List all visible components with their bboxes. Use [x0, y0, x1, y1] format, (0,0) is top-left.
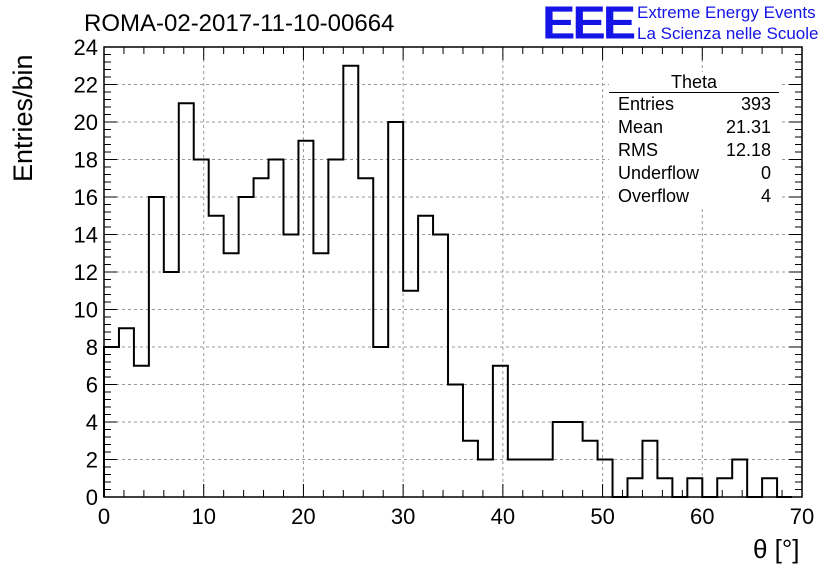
stats-row-entries: Entries 393 — [609, 93, 779, 116]
histogram-bin — [628, 478, 643, 497]
y-tick-label: 6 — [86, 373, 98, 398]
histogram-bin — [732, 460, 747, 498]
axis-ticks — [103, 46, 803, 498]
histogram-bin — [298, 141, 313, 497]
y-tick-label: 8 — [86, 335, 98, 360]
x-tick-label: 70 — [790, 504, 814, 529]
stats-title: Theta — [609, 72, 779, 93]
y-tick-label: 16 — [74, 185, 98, 210]
stats-row-rms: RMS 12.18 — [609, 139, 779, 162]
histogram-bin — [538, 460, 553, 498]
histogram-bin — [568, 422, 583, 497]
histogram-bin — [119, 328, 134, 497]
histogram-bin — [418, 216, 433, 497]
stats-label: Underflow — [618, 163, 700, 183]
stats-value: 21.31 — [725, 117, 771, 137]
histogram-bin — [269, 160, 284, 498]
y-tick-label: 10 — [74, 298, 98, 323]
histogram-bin — [478, 460, 493, 498]
y-tick-label: 24 — [74, 35, 98, 60]
histogram-bin — [224, 253, 239, 497]
x-tick-label: 40 — [491, 504, 515, 529]
x-tick-label: 50 — [590, 504, 614, 529]
histogram-bin — [493, 366, 508, 497]
histogram-bin — [239, 197, 254, 497]
histogram-bin — [553, 422, 568, 497]
histogram-bin — [149, 197, 164, 497]
histogram-bin — [657, 478, 672, 497]
y-tick-label: 12 — [74, 260, 98, 285]
y-tick-label: 2 — [86, 448, 98, 473]
histogram-bin — [358, 178, 373, 497]
x-tick-label: 20 — [291, 504, 315, 529]
histogram-bin — [194, 160, 209, 498]
histogram-bin — [343, 66, 358, 497]
logo-line-1: Extreme Energy Events — [637, 3, 816, 22]
histogram-bin — [762, 478, 777, 497]
stats-label: Mean — [618, 117, 664, 137]
x-tick-label: 30 — [391, 504, 415, 529]
y-tick-label: 4 — [86, 410, 98, 435]
x-tick-label: 0 — [98, 504, 110, 529]
histogram-bin — [433, 235, 448, 498]
histogram-bin — [283, 235, 298, 498]
histogram-bin — [179, 103, 194, 497]
stats-row-overflow: Overflow 4 — [609, 185, 779, 208]
run-title: ROMA-02-2017-11-10-00664 — [84, 10, 395, 37]
histogram-bin — [523, 460, 538, 498]
histogram-bin — [328, 160, 343, 498]
x-tick-label: 60 — [690, 504, 714, 529]
y-tick-label: 18 — [74, 148, 98, 173]
histogram-bin — [254, 178, 269, 497]
histogram-bin — [508, 460, 523, 498]
x-tick-label: 10 — [191, 504, 215, 529]
stats-value: 0 — [760, 163, 771, 183]
stats-value: 12.18 — [725, 140, 771, 160]
histogram-bin — [687, 478, 702, 497]
stats-label: Entries — [618, 94, 675, 114]
histogram-bin — [313, 253, 328, 497]
histogram-bin — [164, 272, 179, 497]
histogram-bin — [134, 366, 149, 497]
y-axis-label: Entries/bin — [8, 54, 38, 182]
stats-label: RMS — [618, 140, 658, 160]
stats-label: Overflow — [618, 186, 690, 206]
logo-line-2: La Scienza nelle Scuole — [637, 24, 819, 43]
histogram-bin — [388, 122, 403, 497]
stats-value: 393 — [740, 94, 771, 114]
stats-box: Theta Entries 393 Mean 21.31 RMS 12.18 U… — [609, 72, 779, 208]
histogram-bin — [373, 347, 388, 497]
histogram-bin — [717, 478, 732, 497]
y-tick-label: 22 — [74, 73, 98, 98]
stats-row-mean: Mean 21.31 — [609, 116, 779, 139]
y-tick-label: 20 — [74, 110, 98, 135]
histogram-bin — [209, 216, 224, 497]
y-tick-label: 0 — [86, 485, 98, 510]
histogram-bin — [583, 441, 598, 497]
eee-logo: EEE — [542, 0, 636, 49]
histogram-bin — [403, 291, 418, 497]
histogram-bin — [642, 441, 657, 497]
stats-row-underflow: Underflow 0 — [609, 162, 779, 185]
stats-value: 4 — [760, 186, 771, 206]
x-axis-label: θ [°] — [753, 534, 800, 564]
histogram-bin — [448, 385, 463, 498]
histogram-bin — [598, 460, 613, 498]
histogram-bin — [463, 441, 478, 497]
y-tick-label: 14 — [74, 223, 98, 248]
